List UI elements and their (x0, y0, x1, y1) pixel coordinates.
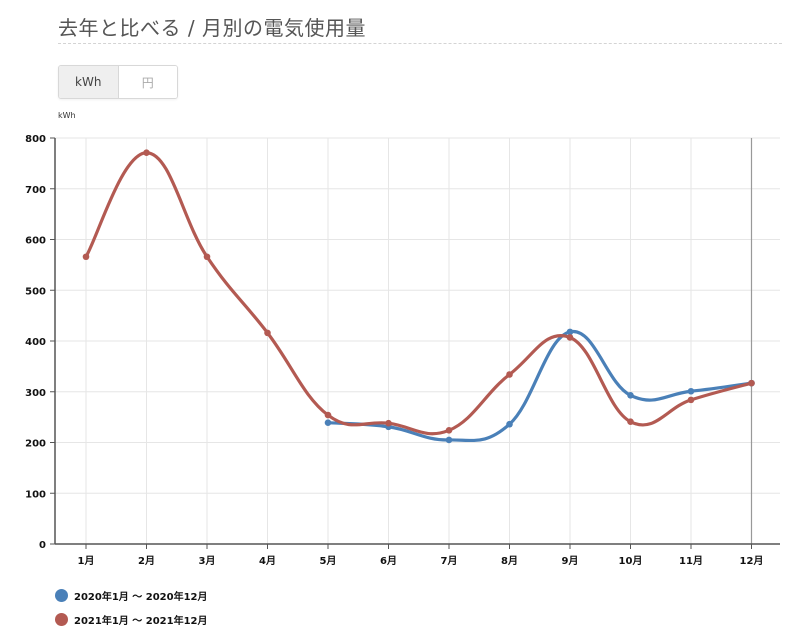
data-point[interactable] (203, 253, 211, 261)
chart-axes: 0 100 200 300 400 500 600 700 800 1月 2月 3月 4月 5月 6月 7月 8… (25, 134, 780, 567)
legend-item-2020[interactable]: 2020年1月 〜 2020年12月 (55, 583, 208, 607)
svg-text:4月: 4月 (259, 555, 276, 567)
data-point[interactable] (566, 334, 574, 341)
svg-text:700: 700 (25, 185, 46, 196)
data-point[interactable] (445, 427, 453, 434)
legend-dot-icon (55, 588, 68, 602)
svg-text:300: 300 (25, 388, 46, 399)
data-point[interactable] (566, 328, 574, 336)
data-point[interactable] (385, 419, 392, 427)
svg-text:200: 200 (25, 439, 46, 450)
data-point[interactable] (687, 387, 695, 395)
data-point[interactable] (324, 419, 332, 427)
data-point[interactable] (506, 371, 513, 378)
page-title: 去年と比べる / 月別の電気使用量 (58, 16, 366, 40)
svg-text:11月: 11月 (679, 555, 703, 567)
unit-yen-button[interactable]: 円 (118, 66, 177, 98)
svg-text:400: 400 (25, 337, 46, 348)
svg-text:800: 800 (25, 134, 46, 145)
y-axis-unit-label: kWh (58, 111, 76, 120)
unit-toggle: kWh 円 (58, 65, 178, 99)
chart-grid (55, 137, 780, 544)
data-point[interactable] (687, 396, 695, 404)
data-point[interactable] (445, 436, 453, 444)
data-point[interactable] (627, 392, 634, 399)
svg-text:7月: 7月 (441, 555, 458, 567)
svg-text:500: 500 (25, 286, 46, 297)
legend-item-2021[interactable]: 2021年1月 〜 2021年12月 (55, 607, 208, 631)
svg-text:8月: 8月 (501, 555, 518, 567)
data-point[interactable] (324, 411, 332, 419)
data-point[interactable] (627, 418, 634, 425)
data-point[interactable] (264, 329, 271, 337)
legend-label: 2021年1月 〜 2021年12月 (74, 615, 208, 627)
legend-dot-icon (55, 612, 68, 626)
data-point[interactable] (748, 379, 755, 387)
legend-label: 2020年1月 〜 2020年12月 (74, 591, 208, 603)
chart-legend: 2020年1月 〜 2020年12月 2021年1月 〜 2021年12月 (55, 583, 208, 631)
series-line-1[interactable] (82, 149, 755, 436)
svg-text:100: 100 (25, 489, 46, 500)
svg-text:9月: 9月 (562, 555, 579, 567)
svg-text:6月: 6月 (380, 555, 397, 567)
unit-kwh-button[interactable]: kWh (59, 66, 119, 98)
data-point[interactable] (82, 253, 90, 261)
chart-series (82, 149, 755, 444)
data-point[interactable] (506, 420, 513, 428)
data-point[interactable] (143, 149, 150, 157)
svg-text:3月: 3月 (199, 555, 216, 567)
svg-text:10月: 10月 (619, 555, 643, 567)
title-divider (58, 43, 782, 44)
svg-text:1月: 1月 (78, 555, 95, 567)
svg-text:0: 0 (39, 540, 46, 551)
svg-text:600: 600 (25, 236, 46, 247)
line-chart[interactable]: 0 100 200 300 400 500 600 700 800 1月 2月 3月 4月 5月 6月 7月 8… (0, 0, 800, 580)
svg-text:2月: 2月 (138, 555, 155, 567)
svg-text:5月: 5月 (320, 555, 337, 567)
svg-text:12月: 12月 (740, 555, 764, 567)
